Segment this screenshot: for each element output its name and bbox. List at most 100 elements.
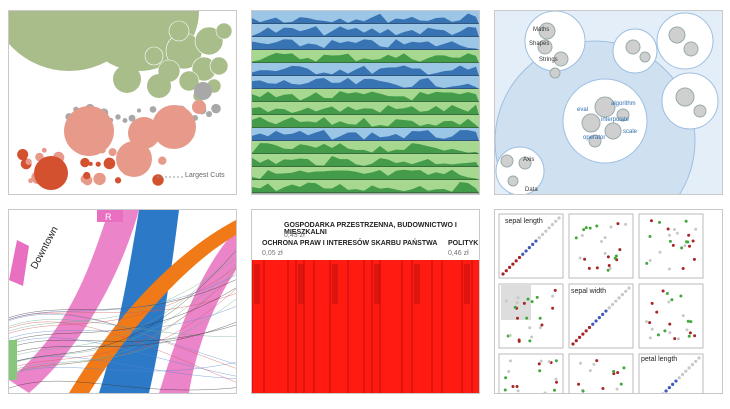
diagonal-point (574, 339, 578, 343)
bubble-green (215, 22, 233, 40)
scatter-point (508, 359, 512, 363)
label-strings: Strings (539, 57, 558, 63)
scatter-point (539, 359, 543, 363)
scatter-point (676, 337, 680, 341)
scatter-point (648, 235, 652, 239)
scatter-point (687, 233, 691, 237)
scatter-point (671, 243, 675, 247)
chord-diagram[interactable]: Downtown R (8, 209, 237, 394)
label-r: R (105, 212, 112, 222)
scatter-point (667, 267, 671, 271)
bubble-red (88, 161, 93, 166)
diagonal-point (620, 292, 625, 297)
diagonal-point (687, 366, 691, 370)
chord-thread (9, 380, 236, 391)
pack-circle (656, 12, 714, 70)
bubble-salmon (152, 105, 196, 149)
scatter-point (679, 294, 683, 298)
bar-hatch (464, 264, 470, 304)
diagonal-point (534, 239, 538, 243)
circle-packing-chart[interactable]: Maths Shapes Strings Axis Data algorithm… (494, 10, 723, 195)
chord-ribbon (9, 210, 139, 393)
chord-thread (9, 306, 236, 339)
scatter-point (668, 331, 672, 335)
scatter-point (516, 296, 520, 300)
diagonal-point (614, 299, 618, 303)
matrix-cell (568, 213, 634, 279)
scatter-point (606, 255, 610, 259)
scatter-point (538, 316, 542, 320)
scatter-point (551, 294, 555, 298)
diagonal-point (537, 236, 541, 240)
scatter-point (668, 239, 672, 243)
label-data: Data (525, 187, 538, 193)
chord-thread (9, 274, 236, 320)
scatter-point (672, 228, 676, 232)
diagonal-point (581, 332, 585, 336)
scatter-point (681, 266, 685, 270)
matrix-cell (638, 283, 704, 349)
diagonal-point (680, 372, 685, 377)
scatter-point (600, 240, 604, 244)
pack-leaf (594, 96, 616, 118)
budget-bubble-chart[interactable]: Largest Cuts (8, 10, 237, 195)
scatter-point (689, 320, 693, 324)
chord-thread (9, 337, 236, 377)
bubble-red (95, 161, 101, 167)
chord-thread (9, 356, 236, 379)
scatter-point (658, 220, 662, 224)
diagonal-point (557, 216, 561, 220)
scatter-point (540, 323, 544, 327)
scatter-point (547, 360, 551, 364)
scatterplot-matrix[interactable]: sepal length sepal width petal length (494, 209, 723, 394)
category-value-1: 0,43 zł (284, 232, 305, 239)
horizon-series (252, 26, 479, 37)
scatter-point (601, 387, 605, 391)
scatter-point (555, 380, 559, 384)
scatter-point (693, 334, 697, 338)
diagonal-point (517, 255, 522, 260)
scatter-point (595, 266, 599, 270)
scatter-point (650, 301, 654, 305)
horizon-series (252, 39, 479, 50)
scatter-point (686, 319, 690, 323)
circle-packing-svg (495, 11, 722, 194)
matrix-cell (638, 353, 704, 393)
budget-bar-chart[interactable]: GOSPODARKA PRZESTRZENNA, BUDOWNICTWO I M… (251, 209, 480, 394)
horizon-series (252, 156, 479, 167)
chord-arc (97, 210, 123, 222)
pack-leaf (500, 154, 514, 168)
pack-leaf (518, 156, 532, 170)
diagonal-point (511, 262, 515, 266)
scatter-point (668, 322, 672, 326)
scatterplot-matrix-svg (498, 213, 704, 393)
scatter-point (537, 362, 541, 366)
chord-thread (9, 319, 236, 338)
scatter-point (503, 388, 507, 392)
scatter-point (680, 246, 684, 250)
horizon-chart[interactable] (251, 10, 480, 195)
bubble-green (194, 26, 224, 56)
scatter-point (513, 305, 517, 309)
bubble-green (113, 65, 141, 93)
diagonal-point (624, 289, 628, 293)
chord-thread (9, 321, 236, 383)
diagonal-point (664, 389, 668, 393)
scatter-point (553, 388, 557, 392)
scatter-point (516, 389, 520, 393)
bubble-grey (149, 106, 157, 113)
scatter-point (595, 359, 599, 363)
bubble-red (134, 151, 141, 157)
scatter-point (588, 226, 592, 230)
bubble-red (83, 171, 91, 180)
matrix-cell (638, 213, 704, 279)
diagonal-point (617, 296, 621, 300)
pack-leaf (507, 175, 519, 187)
pack-leaf (588, 134, 602, 148)
chord-thread (9, 279, 236, 318)
scatter-point (622, 366, 626, 370)
chord-thread (9, 324, 236, 348)
scatter-point (663, 329, 667, 333)
diagonal-point (607, 306, 611, 310)
diagonal-point (501, 272, 505, 276)
